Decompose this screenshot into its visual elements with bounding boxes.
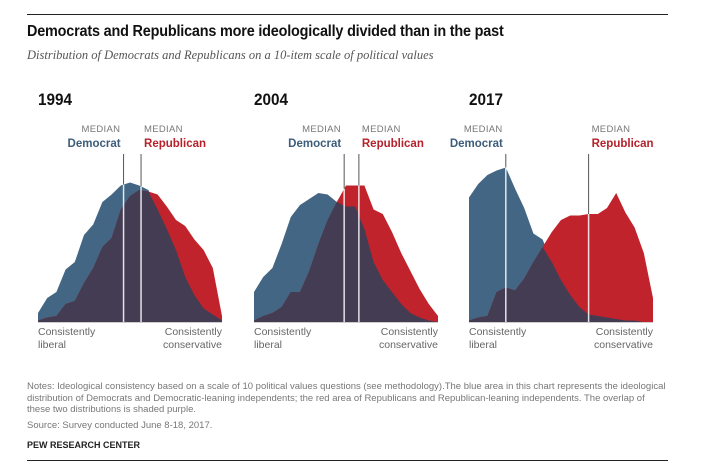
axis-label-liberal: Consistently liberal <box>254 326 312 351</box>
median-republican-caption: MEDIAN <box>144 124 183 135</box>
axis-label-conservative: Consistently conservative <box>594 326 653 351</box>
axis-label-liberal: Consistently liberal <box>38 326 96 351</box>
chart-source: Source: Survey conducted June 8-18, 2017… <box>27 420 213 431</box>
median-republican-caption: MEDIAN <box>361 124 401 135</box>
median-democrat-label: Democrat <box>67 138 121 150</box>
democrat-area <box>469 167 653 322</box>
panel-year: 1994 <box>38 90 73 109</box>
republican-area <box>469 193 653 322</box>
chart-title: Democrats and Republicans more ideologic… <box>27 23 504 40</box>
median-republican-label: Republican <box>361 138 424 150</box>
median-democrat-label: Democrat <box>288 138 342 150</box>
axis-label-conservative: Consistently conservative <box>163 326 222 351</box>
panel-2004: 2004 MEDIAN Democrat MEDIAN Republican Consi… <box>254 86 454 366</box>
panel-2017: 2017 MEDIAN Democrat MEDIAN Republican Consi… <box>450 86 669 366</box>
median-democrat-label: Democrat <box>449 138 503 150</box>
axis-label-conservative: Consistently conservative <box>379 326 438 351</box>
chart-notes: Notes: Ideological consistency based on … <box>27 381 666 415</box>
panel-1994: 1994 MEDIAN Democrat MEDIAN Republican Consi… <box>38 86 238 366</box>
bottom-rule <box>27 460 668 461</box>
chart-subtitle: Distribution of Democrats and Republican… <box>27 48 434 62</box>
top-rule <box>27 14 668 15</box>
median-democrat-caption: MEDIAN <box>463 124 503 135</box>
panel-year: 2017 <box>469 90 504 109</box>
panel-year: 2004 <box>254 90 289 109</box>
organization-credit: PEW RESEARCH CENTER <box>27 440 141 450</box>
median-republican-caption: MEDIAN <box>591 124 631 135</box>
distribution-plot <box>254 154 438 323</box>
overlap-area <box>469 247 653 322</box>
median-republican-label: Republican <box>144 138 207 150</box>
median-democrat-caption: MEDIAN <box>81 124 121 135</box>
median-republican-label: Republican <box>591 138 654 150</box>
overlap-area <box>254 202 438 322</box>
distribution-plot <box>38 154 222 323</box>
distribution-plot <box>469 154 653 323</box>
overlap-area <box>38 190 222 322</box>
axis-label-liberal: Consistently liberal <box>469 326 527 351</box>
median-democrat-caption: MEDIAN <box>302 124 341 135</box>
